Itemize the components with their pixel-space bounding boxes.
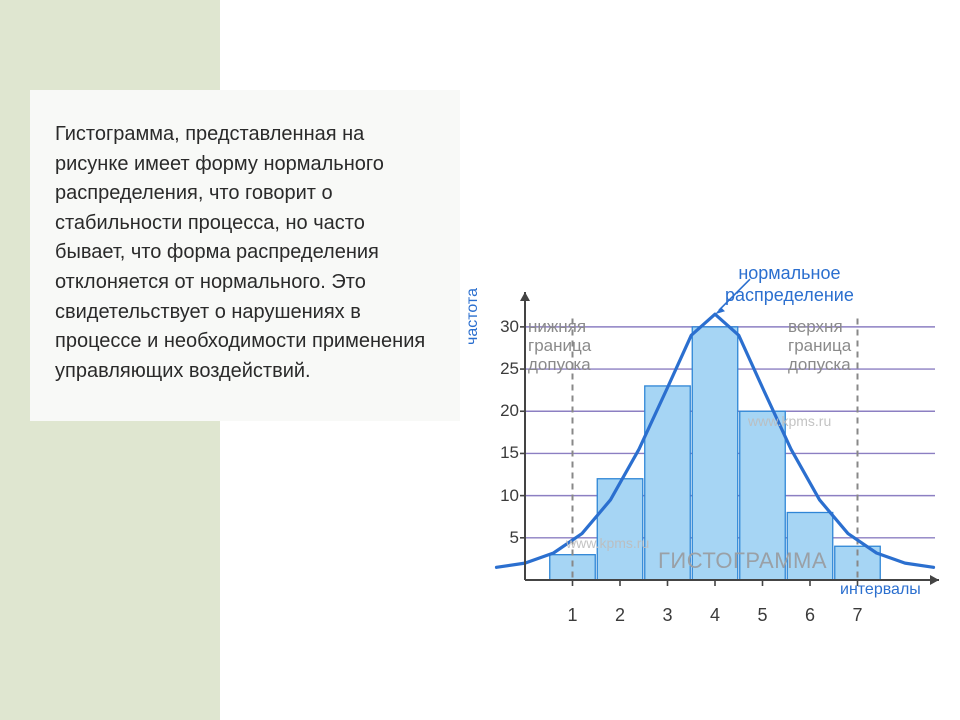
x-tick: 6: [800, 605, 820, 626]
y-axis-label: частота: [464, 288, 482, 345]
x-tick: 1: [563, 605, 583, 626]
y-tick: 10: [491, 486, 519, 506]
lower-tolerance-label: нижняяграницадопуска: [528, 317, 591, 374]
x-tick: 5: [753, 605, 773, 626]
y-tick: 20: [491, 401, 519, 421]
watermark-2: www.kpms.ru: [566, 535, 649, 551]
y-tick: 15: [491, 443, 519, 463]
x-axis-label: интервалы: [840, 581, 921, 599]
histogram-chart: частота нормальноераспределение нижняягр…: [470, 235, 940, 655]
x-tick: 2: [610, 605, 630, 626]
x-tick: 3: [658, 605, 678, 626]
y-tick: 30: [491, 317, 519, 337]
upper-tolerance-label: верхняграницадопуска: [788, 317, 851, 374]
normal-distribution-label: нормальноераспределение: [725, 263, 854, 306]
histogram-word: ГИСТОГРАММА: [658, 548, 827, 574]
y-tick: 25: [491, 359, 519, 379]
x-tick: 4: [705, 605, 725, 626]
watermark-1: www.kpms.ru: [748, 413, 831, 429]
x-tick: 7: [848, 605, 868, 626]
y-tick: 5: [491, 528, 519, 548]
description-paragraph: Гистограмма, представленная на рисунке и…: [55, 120, 435, 386]
description-card: Гистограмма, представленная на рисунке и…: [30, 90, 460, 421]
